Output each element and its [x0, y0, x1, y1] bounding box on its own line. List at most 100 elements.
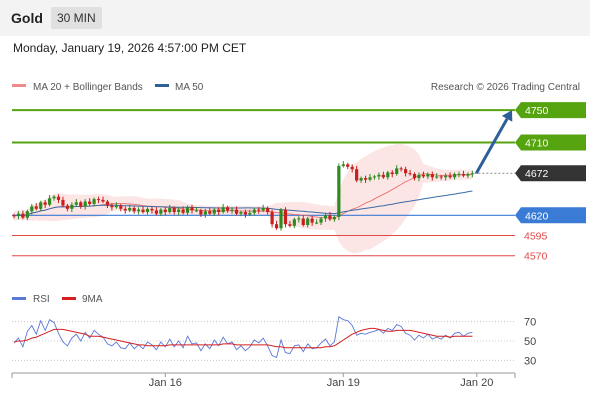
candle: [88, 198, 92, 206]
candle: [34, 203, 38, 211]
candle-body: [56, 196, 61, 200]
candle-body: [163, 209, 167, 213]
candle: [319, 216, 323, 225]
instrument-title: Gold: [11, 10, 43, 26]
candle: [315, 219, 319, 225]
candle: [119, 203, 123, 212]
candle: [306, 216, 310, 228]
candle: [248, 209, 252, 217]
candle: [132, 206, 136, 214]
candle-body: [448, 175, 452, 178]
candle-body: [159, 209, 163, 214]
projection-arrow: [475, 110, 513, 174]
candle: [252, 208, 256, 216]
candle-body: [261, 208, 265, 211]
legend-ma50-label: MA 50: [175, 82, 204, 93]
candle: [390, 169, 394, 178]
candle: [266, 206, 270, 215]
candle-body: [92, 199, 96, 204]
level-label-4710: 4710: [525, 137, 549, 149]
candle: [61, 196, 65, 208]
candle-body: [292, 219, 296, 226]
level-tag-4750: [515, 102, 586, 119]
candle-body: [386, 172, 390, 178]
candle: [110, 203, 114, 211]
candle: [141, 206, 145, 214]
candle: [70, 202, 74, 213]
candle-body: [430, 174, 434, 178]
candle-body: [346, 164, 350, 167]
candle-body: [168, 208, 172, 213]
candle-body: [43, 202, 47, 205]
chart-credit: Research © 2026 Trading Central: [431, 82, 580, 93]
candle: [105, 199, 110, 209]
timeframe-button[interactable]: 30 MIN: [51, 7, 102, 29]
legends: MA 20 + Bollinger Bands MA 50 Research © 2…: [12, 82, 580, 305]
candle: [283, 207, 288, 228]
candle: [79, 200, 83, 209]
candle: [363, 175, 368, 183]
candle-body: [257, 209, 261, 211]
candle: [65, 203, 69, 212]
candle-body: [199, 210, 203, 215]
candle: [439, 174, 443, 180]
candle-body: [172, 208, 176, 213]
candle-body: [243, 212, 247, 215]
candle: [168, 204, 172, 214]
candle: [452, 172, 457, 180]
candle-body: [372, 176, 377, 178]
candle-body: [466, 174, 470, 176]
candle: [261, 204, 265, 213]
candle-body: [128, 208, 132, 211]
candle-body: [310, 218, 314, 223]
candle-body: [337, 165, 341, 217]
candle: [154, 207, 158, 216]
candle: [297, 216, 301, 223]
candle: [150, 206, 154, 214]
candle: [372, 174, 377, 180]
candle: [190, 204, 194, 214]
candle-body: [381, 174, 385, 178]
candle: [421, 171, 425, 179]
candle-body: [212, 209, 216, 214]
candle: [301, 215, 305, 227]
candle-body: [208, 211, 212, 214]
candle-body: [239, 212, 243, 214]
candle: [359, 176, 363, 183]
candlesticks: [12, 161, 474, 231]
candle-body: [65, 205, 69, 209]
candle-body: [132, 208, 136, 212]
candle: [48, 195, 52, 207]
legend-ma20-swatch: [12, 84, 26, 87]
candle-body: [34, 206, 38, 209]
candle-body: [399, 168, 403, 170]
candle-body: [119, 205, 123, 209]
candle-body: [421, 174, 425, 177]
candle-body: [221, 207, 225, 213]
candle-body: [252, 209, 256, 213]
projection-arrow-head: [501, 110, 513, 122]
candle: [270, 209, 274, 228]
level-label-4620: 4620: [525, 210, 549, 222]
candle-body: [350, 166, 354, 170]
x-tick-label: Jan 20: [460, 377, 493, 389]
candle: [346, 162, 350, 170]
candle: [172, 206, 176, 215]
candle-body: [154, 210, 158, 214]
legend-ma20-label: MA 20 + Bollinger Bands: [33, 82, 143, 93]
candle: [194, 207, 199, 213]
candle-body: [226, 207, 230, 211]
candle-body: [137, 209, 141, 212]
candle: [203, 208, 207, 218]
candle: [16, 211, 21, 220]
candle: [199, 208, 203, 217]
candle-body: [150, 208, 154, 211]
candle-body: [288, 224, 292, 226]
level-labels: 4750 4710 4672 4620 4595 4570: [515, 102, 586, 263]
candle: [395, 165, 399, 176]
projection-arrow-shaft: [475, 118, 509, 174]
candle: [177, 207, 181, 216]
candle: [226, 205, 230, 213]
candle-body: [319, 218, 323, 223]
candle-body: [234, 209, 239, 214]
